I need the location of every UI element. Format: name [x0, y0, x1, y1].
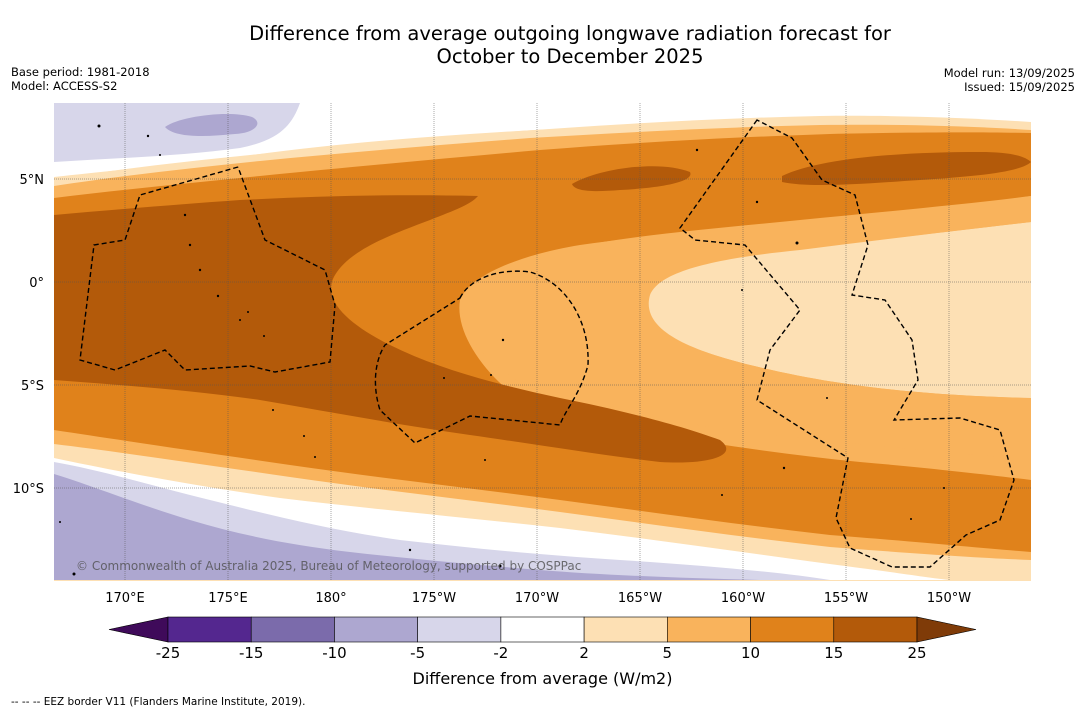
issued-date: Issued: 15/09/2025	[964, 80, 1075, 94]
field-orange-inner	[461, 196, 1031, 460]
eez-legend-note: -- -- -- EEZ border V11 (Flanders Marine…	[11, 696, 306, 708]
colorbar-tick-label: 15	[824, 644, 844, 662]
colorbar-tick-label: 25	[907, 644, 927, 662]
run-info: Model run: 13/09/2025 Issued: 15/09/2025	[944, 66, 1075, 94]
lon-label-160w: 160°W	[721, 591, 765, 606]
lon-label-170w: 170°W	[515, 591, 559, 606]
lon-label-170e: 170°E	[105, 591, 145, 606]
colorbar-segment	[583, 616, 668, 643]
lon-label-175w: 175°W	[412, 591, 456, 606]
map-plot-area	[54, 103, 1031, 581]
lat-label-5s: 5°S	[21, 379, 44, 394]
map-title: Difference from average outgoing longwav…	[0, 22, 1085, 68]
colorbar-tick-label: -10	[322, 644, 347, 662]
colorbar-tick-label: -15	[238, 644, 264, 662]
lat-label-10s: 10°S	[13, 482, 44, 497]
base-period: Base period: 1981-2018	[11, 65, 150, 79]
lon-label-150w: 150°W	[927, 591, 971, 606]
eez-borders	[79, 119, 1015, 568]
colorbar	[108, 616, 977, 643]
field-light-orange-inner	[640, 222, 1031, 398]
field-brown-north-2	[782, 152, 1031, 186]
lon-label-155w: 155°W	[824, 591, 868, 606]
colorbar-tick-label: 2	[579, 644, 589, 662]
colorbar-segment	[334, 616, 418, 643]
eez-border-west	[79, 166, 336, 373]
model-name: Model: ACCESS-S2	[11, 79, 118, 93]
model-info: Base period: 1981-2018 Model: ACCESS-S2	[11, 65, 150, 93]
lat-axis: 5°N 0° 5°S 10°S	[13, 173, 44, 497]
title-line-1: Difference from average outgoing longwav…	[249, 22, 891, 45]
colorbar-tick-label: 10	[741, 644, 761, 662]
field-purple-south	[54, 474, 760, 580]
lon-axis: 170°E 175°E 180° 175°W 170°W 165°W 160°W…	[105, 591, 971, 606]
colorbar-segment	[833, 616, 918, 643]
field-brown-west	[54, 195, 727, 463]
colorbar-segment	[417, 616, 502, 643]
gridlines	[54, 103, 1031, 581]
colorbar-tick-label: 5	[662, 644, 673, 662]
field-brown-north-1	[572, 166, 691, 192]
model-run: Model run: 13/09/2025	[943, 66, 1075, 80]
lon-label-165w: 165°W	[618, 591, 662, 606]
eez-border-central	[374, 270, 589, 444]
field-white-top	[54, 103, 1031, 177]
colorbar-segment	[500, 616, 585, 643]
copyright-notice: © Commonwealth of Australia 2025, Bureau…	[76, 559, 582, 573]
field-purple-top-patch	[165, 113, 258, 137]
colorbar-tick-label: -25	[155, 644, 181, 662]
lat-label-5n: 5°N	[20, 173, 45, 188]
title-line-2: October to December 2025	[436, 45, 704, 68]
islands	[59, 124, 945, 576]
colorbar-segment	[250, 616, 335, 643]
eez-border-east	[679, 119, 1015, 568]
colorbar-label: Difference from average (W/m2)	[412, 669, 673, 688]
lon-label-175e: 175°E	[208, 591, 248, 606]
field-orange-south	[54, 430, 1031, 560]
colorbar-tick-label: -5	[410, 644, 426, 662]
lon-label-180: 180°	[315, 591, 346, 606]
colorbar-segment	[167, 616, 252, 643]
colorbar-extend-high	[916, 616, 977, 643]
colorbar-segment	[667, 616, 751, 643]
colorbar-tick-label: -2	[493, 644, 509, 662]
colorbar-extend-low	[108, 616, 169, 643]
colorbar-segment	[750, 616, 835, 643]
lat-label-0: 0°	[29, 276, 44, 291]
